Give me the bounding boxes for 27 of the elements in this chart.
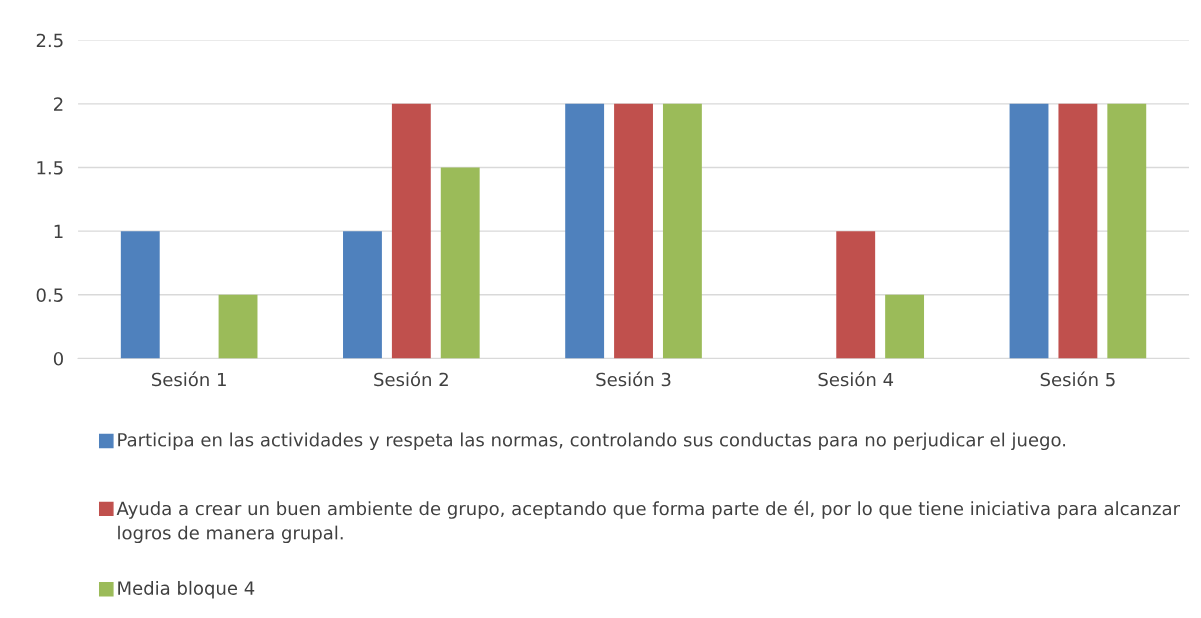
legend-label: Participa en las actividades y respeta las normas, controlando sus conductas para no perjudicar el juego. (118, 432, 1066, 451)
x-tick-label: Sesión 2 (374, 371, 448, 387)
bar (218, 294, 258, 359)
x-tick-label: Sesión 4 (818, 371, 894, 387)
bar (1009, 103, 1049, 359)
bar (565, 103, 605, 359)
bar (343, 231, 382, 359)
bar (614, 103, 653, 359)
bar (440, 167, 480, 359)
y-tick-label: 1.5 (37, 161, 63, 175)
y-tick-label: 0.5 (36, 288, 63, 302)
y-tick-label: 2 (54, 97, 63, 111)
y-tick-label: 0 (53, 351, 63, 366)
bar (1107, 103, 1147, 359)
bar (391, 103, 431, 359)
x-tick-label: Sesión 1 (151, 371, 226, 387)
bar (662, 103, 702, 359)
bar (120, 231, 160, 359)
bar (885, 294, 925, 359)
legend-label: Media bloque 4 (118, 580, 255, 599)
x-tick-label: Sesión 5 (1040, 371, 1115, 387)
y-tick-label: 1 (54, 224, 63, 238)
bar (1058, 103, 1098, 359)
x-tick-label: Sesión 3 (596, 371, 671, 387)
bar (836, 231, 876, 359)
legend-label: Ayuda a crear un buen ambiente de grupo, aceptando que forma parte de él, por lo que tiene iniciativa para alcanzar logros de manera grupal. (116, 500, 1181, 544)
y-tick-label: 2.5 (36, 33, 63, 48)
